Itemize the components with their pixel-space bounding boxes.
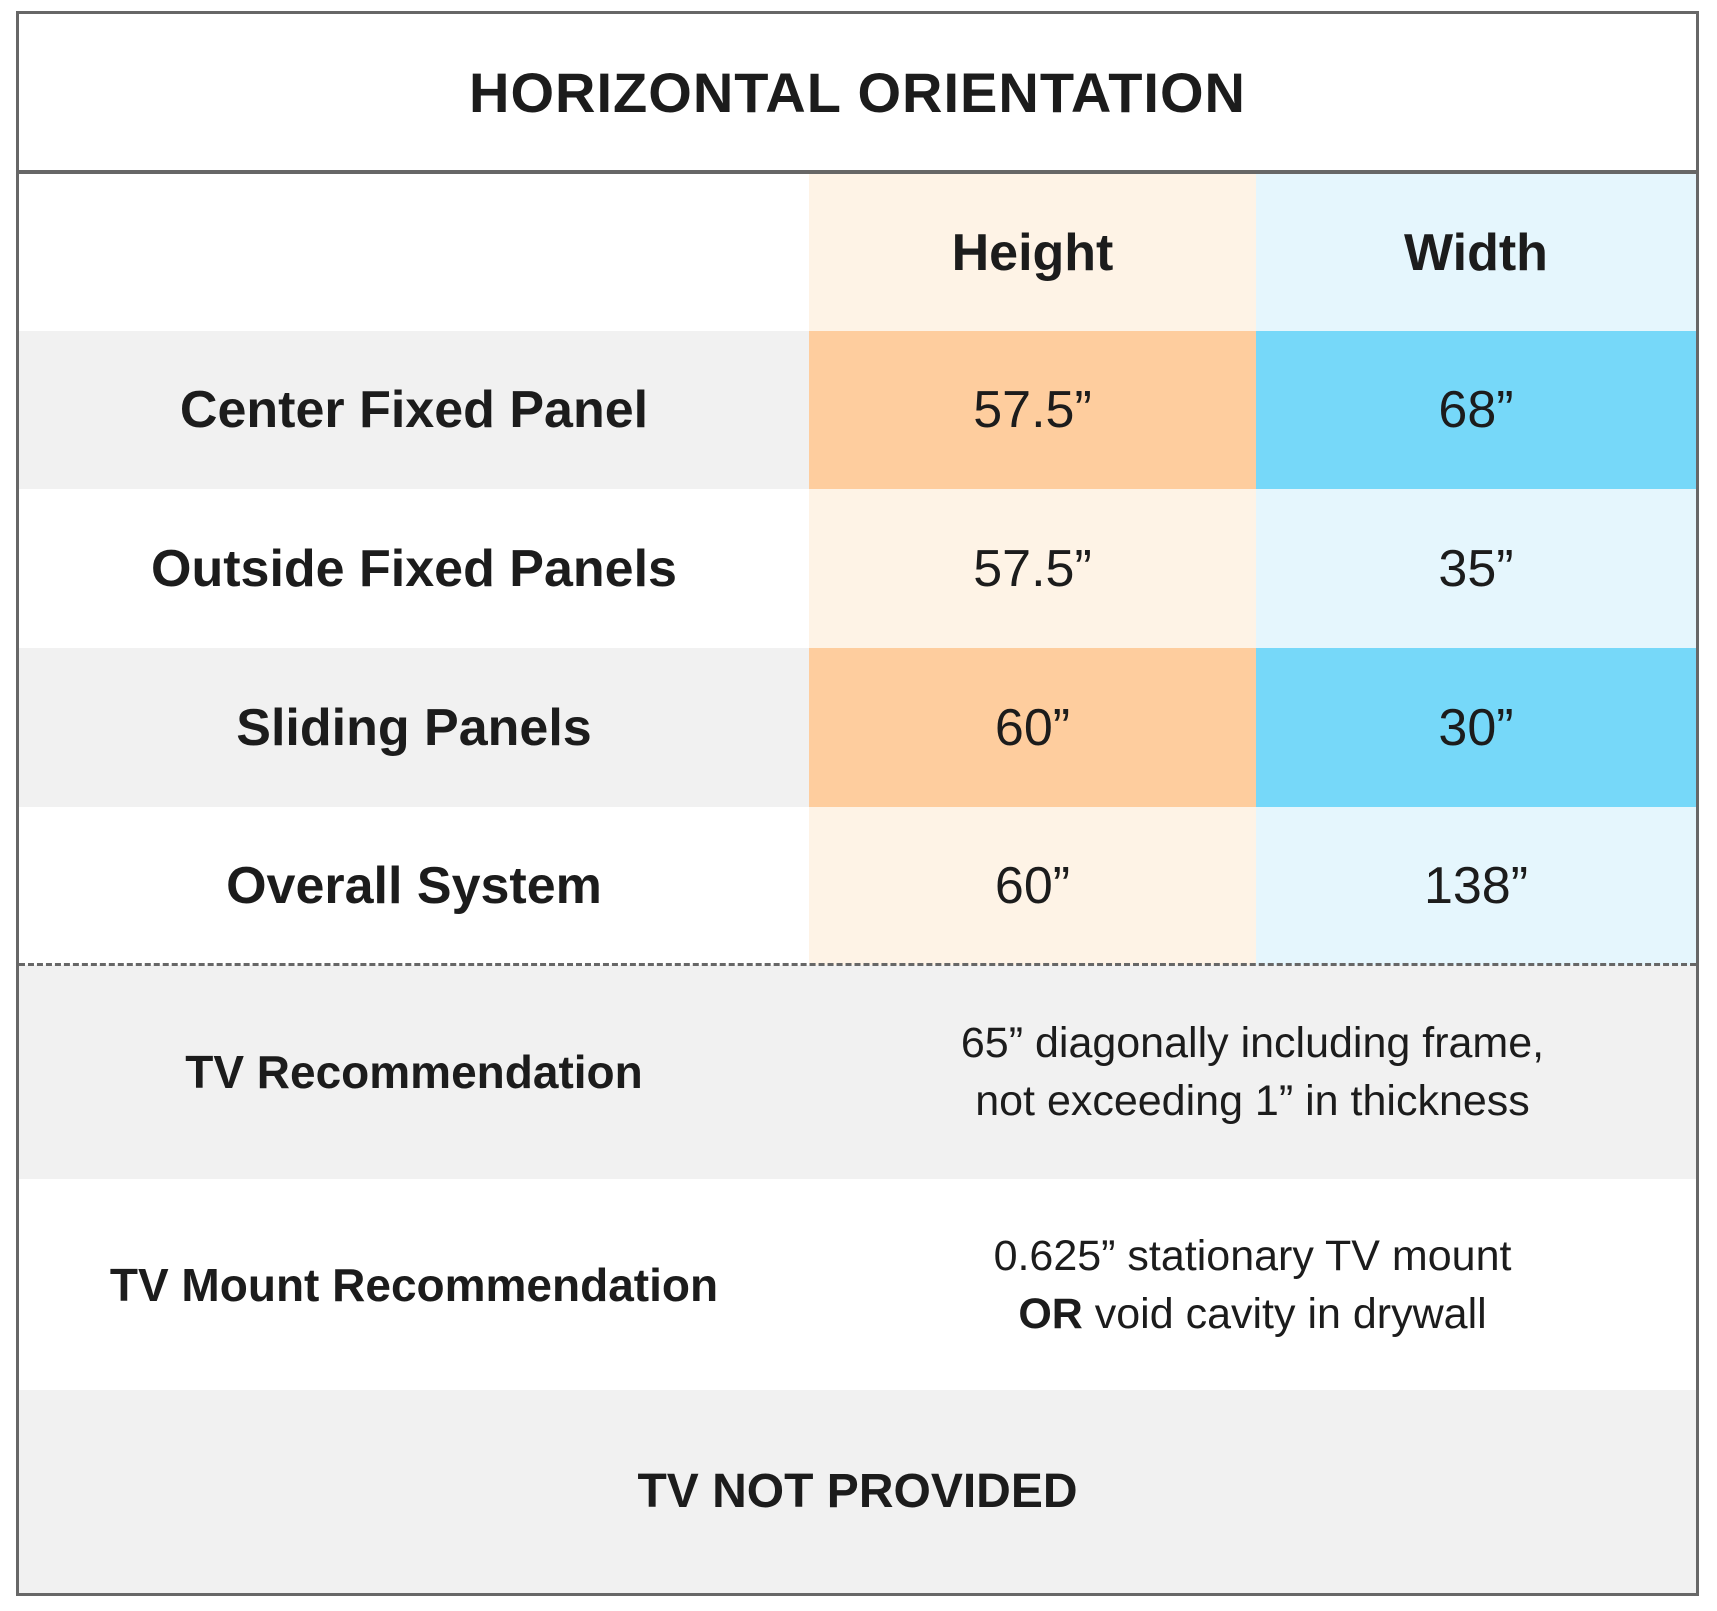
cell-width-sliding-panels: 30” (1256, 648, 1696, 807)
cell-width-outside-fixed-panels: 35” (1256, 489, 1696, 648)
cell-width-overall-system: 138” (1256, 807, 1696, 965)
header-blank-cell (19, 174, 809, 331)
cell-height-outside-fixed-panels: 57.5” (809, 489, 1256, 648)
table-title-bar: HORIZONTAL ORIENTATION (19, 14, 1696, 174)
tv-recommendation-line2: not exceeding 1” in thickness (975, 1077, 1530, 1125)
tv-mount-recommendation-line2-rest: void cavity in drywall (1082, 1289, 1487, 1338)
cell-height-center-fixed-panel: 57.5” (809, 331, 1256, 489)
cell-height-sliding-panels: 60” (809, 648, 1256, 807)
cell-width-center-fixed-panel: 68” (1256, 331, 1696, 489)
table-title: HORIZONTAL ORIENTATION (469, 60, 1246, 124)
row-label-overall-system: Overall System (19, 807, 809, 965)
or-emphasis: OR (1018, 1289, 1083, 1338)
column-header-height: Height (809, 174, 1256, 331)
tv-mount-recommendation-value: 0.625” stationary TV mount OR void cavit… (809, 1179, 1696, 1390)
column-header-width: Width (1256, 174, 1696, 331)
row-label-center-fixed-panel: Center Fixed Panel (19, 331, 809, 489)
dashed-divider (19, 963, 1696, 966)
tv-not-provided-banner: TV NOT PROVIDED (19, 1390, 1696, 1593)
tv-recommendation-line1: 65” diagonally including frame, (960, 1019, 1545, 1067)
tv-mount-recommendation-label: TV Mount Recommendation (19, 1179, 809, 1390)
row-label-sliding-panels: Sliding Panels (19, 648, 809, 807)
spec-table: HORIZONTAL ORIENTATION Height Width Cent… (16, 11, 1699, 1596)
cell-height-overall-system: 60” (809, 807, 1256, 965)
tv-mount-recommendation-line1: 0.625” stationary TV mount (993, 1231, 1512, 1280)
row-label-outside-fixed-panels: Outside Fixed Panels (19, 489, 809, 648)
tv-recommendation-value: 65” diagonally including frame, not exce… (809, 965, 1696, 1179)
tv-mount-recommendation-line2: OR void cavity in drywall (1018, 1285, 1486, 1343)
tv-recommendation-label: TV Recommendation (19, 965, 809, 1179)
